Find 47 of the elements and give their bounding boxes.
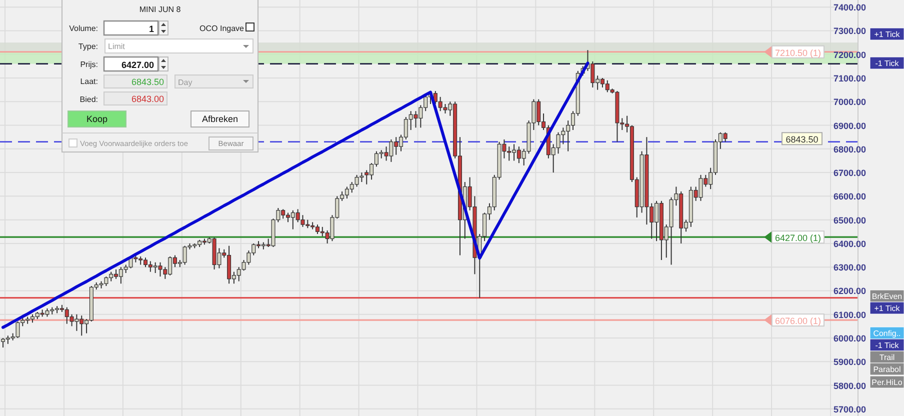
y-tick-label: 5700.00: [833, 404, 866, 414]
annotation: Limit: [108, 42, 126, 51]
annotation: 6843.50: [131, 77, 164, 87]
text: Per.HiLo: [872, 378, 903, 387]
text: Trail: [879, 353, 895, 362]
y-tick-label: 5800.00: [833, 380, 866, 391]
annotation: Afbreken: [202, 114, 238, 124]
y-tick-label: 7100.00: [833, 74, 866, 84]
text: -1 Tick: [875, 59, 900, 68]
text: Config..: [873, 329, 901, 338]
y-tick-label: 6700.00: [833, 168, 866, 178]
y-tick-label: 7200.00: [833, 50, 866, 60]
text: +1 Tick: [874, 304, 901, 313]
annotation: 6843.00: [131, 94, 164, 104]
y-tick-label: 6900.00: [833, 120, 866, 131]
y-tick-label: 7300.00: [833, 26, 866, 36]
y-tick-label: 6300.00: [833, 262, 866, 273]
text: Parabol: [873, 365, 902, 374]
ref-line-label: 6076.00 (1): [774, 316, 822, 326]
y-tick-label: 6400.00: [833, 238, 866, 249]
annotation: Day: [178, 78, 192, 87]
y-tick-label: 6500.00: [833, 215, 866, 226]
annotation: Koop: [86, 114, 108, 124]
y-tick-label: 7400.00: [833, 2, 866, 13]
annotation: 6843.50: [786, 134, 818, 145]
y-tick-label: 7000.00: [833, 97, 866, 108]
annotation: Laat:: [80, 77, 98, 86]
y-tick-label: 6600.00: [833, 192, 866, 202]
annotation: Bied:: [80, 95, 98, 104]
y-tick-label: 6000.00: [833, 334, 866, 344]
annotation: Volume:: [69, 24, 98, 33]
ref-line-label: 6427.00 (1): [774, 233, 822, 244]
line-series: [2, 62, 590, 329]
text: MINI JUN 8: [139, 5, 182, 14]
y-tick-label: 6800.00: [833, 144, 866, 154]
annotation: Type:: [78, 42, 98, 51]
y-tick-label: 6100.00: [833, 310, 866, 320]
text: +1 Tick: [874, 30, 901, 39]
annotation: 6427.00: [121, 60, 154, 70]
y-tick-label: 5900.00: [833, 357, 866, 368]
text: -1 Tick: [875, 341, 900, 350]
ref-line-label: 7210.50 (1): [774, 48, 822, 58]
annotation: Prijs:: [80, 60, 98, 69]
y-tick-label: 6200.00: [833, 286, 866, 296]
text: BrkEven: [872, 292, 902, 301]
annotation: 1: [148, 24, 154, 34]
annotation: OCO Ingave: [200, 24, 245, 33]
